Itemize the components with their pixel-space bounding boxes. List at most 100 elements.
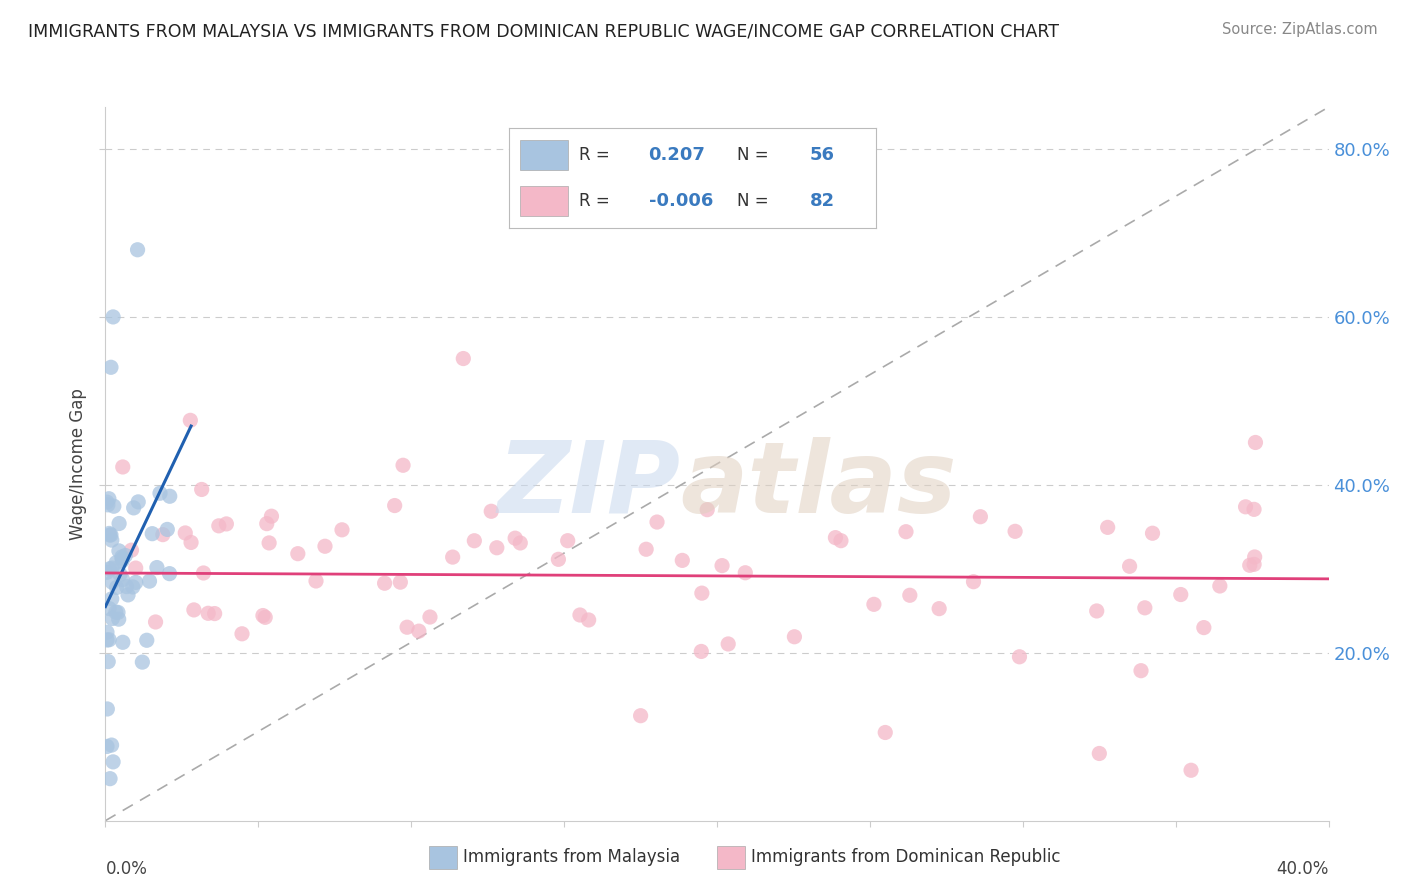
Point — [408, 624, 430, 639]
Text: Immigrants from Malaysia: Immigrants from Malaysia — [463, 848, 679, 866]
Point — [260, 509, 283, 524]
Point — [1088, 747, 1111, 761]
Point — [127, 495, 149, 509]
Point — [108, 567, 131, 582]
Point — [98, 632, 121, 647]
Point — [479, 504, 502, 518]
Point — [101, 533, 124, 548]
Point — [894, 524, 917, 539]
Point — [256, 516, 278, 531]
Point — [1239, 558, 1261, 573]
Point — [131, 655, 153, 669]
Point — [114, 549, 136, 563]
Point — [101, 755, 124, 769]
Point — [671, 553, 693, 567]
Point — [1209, 579, 1232, 593]
Point — [179, 413, 201, 427]
Point — [105, 581, 128, 595]
Point — [107, 606, 129, 620]
Point — [547, 552, 569, 566]
Point — [197, 607, 219, 621]
Y-axis label: Wage/Income Gap: Wage/Income Gap — [69, 388, 87, 540]
Point — [100, 738, 122, 752]
Point — [711, 558, 734, 573]
Point — [441, 550, 464, 565]
Point — [969, 509, 991, 524]
Point — [578, 613, 600, 627]
Point — [96, 702, 118, 716]
Point — [204, 607, 226, 621]
Point — [145, 615, 167, 629]
Point — [252, 608, 274, 623]
Point — [962, 574, 984, 589]
Point — [1118, 559, 1140, 574]
Point — [103, 500, 125, 514]
Point — [690, 586, 713, 600]
Point — [111, 460, 134, 475]
Point — [863, 598, 886, 612]
Point — [419, 610, 441, 624]
Point — [392, 458, 415, 473]
Point — [101, 611, 124, 625]
Point — [734, 566, 756, 580]
Point — [111, 553, 134, 567]
Point — [287, 547, 309, 561]
Point — [231, 627, 253, 641]
Point — [396, 620, 419, 634]
Point — [1008, 649, 1031, 664]
Point — [330, 523, 353, 537]
Point — [152, 527, 174, 541]
Point — [305, 574, 328, 588]
Point — [159, 489, 181, 503]
Point — [1085, 604, 1108, 618]
Point — [100, 591, 122, 606]
Point — [101, 561, 124, 575]
Point — [208, 518, 231, 533]
Point — [717, 637, 740, 651]
Point — [97, 655, 120, 669]
Point — [97, 491, 120, 506]
Point — [1133, 600, 1156, 615]
Point — [453, 351, 475, 366]
Point — [1004, 524, 1026, 539]
Point — [159, 566, 181, 581]
Point — [1234, 500, 1257, 514]
Point — [100, 528, 122, 542]
Point — [98, 601, 121, 615]
Point — [314, 539, 336, 553]
Point — [1243, 549, 1265, 564]
Point — [96, 566, 118, 580]
Point — [389, 575, 412, 590]
Point — [645, 515, 668, 529]
Point — [463, 533, 485, 548]
Point — [1244, 435, 1267, 450]
Point — [374, 576, 396, 591]
Point — [107, 612, 129, 626]
Point — [928, 601, 950, 615]
Point — [127, 243, 149, 257]
Point — [111, 573, 134, 587]
Point — [1243, 558, 1265, 572]
Point — [193, 566, 215, 580]
Point — [1097, 520, 1119, 534]
Point — [384, 499, 406, 513]
Point — [120, 543, 142, 558]
Point — [100, 360, 122, 375]
Text: ZIP: ZIP — [498, 437, 681, 533]
Text: atlas: atlas — [681, 437, 957, 533]
Point — [138, 574, 160, 588]
Point — [115, 580, 138, 594]
Point — [149, 486, 172, 500]
Point — [96, 633, 118, 648]
Point — [146, 560, 169, 574]
Point — [509, 536, 531, 550]
Point — [125, 575, 148, 590]
Text: Immigrants from Dominican Republic: Immigrants from Dominican Republic — [751, 848, 1060, 866]
Point — [190, 483, 212, 497]
Point — [1243, 502, 1265, 516]
Point — [830, 533, 852, 548]
Point — [135, 633, 157, 648]
Text: IMMIGRANTS FROM MALAYSIA VS IMMIGRANTS FROM DOMINICAN REPUBLIC WAGE/INCOME GAP C: IMMIGRANTS FROM MALAYSIA VS IMMIGRANTS F… — [28, 22, 1059, 40]
Point — [111, 551, 134, 566]
Point — [111, 549, 134, 564]
